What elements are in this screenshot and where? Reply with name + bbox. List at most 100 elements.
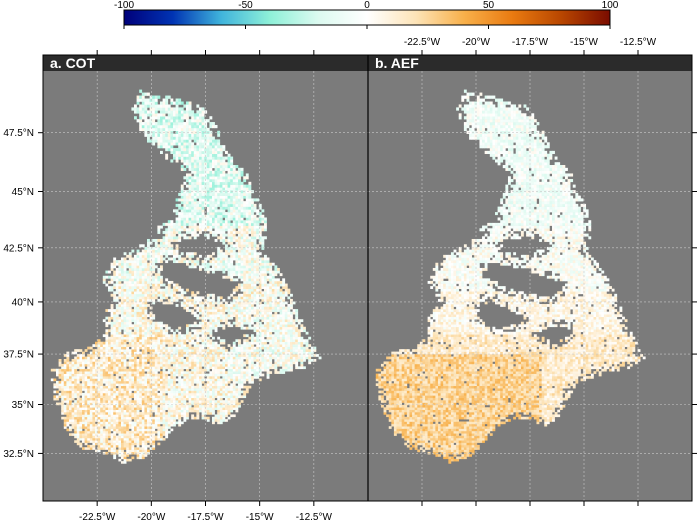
heatmap-cell bbox=[219, 404, 223, 408]
heatmap-cell bbox=[154, 336, 158, 340]
heatmap-cell bbox=[113, 351, 117, 355]
heatmap-cell bbox=[206, 304, 210, 307]
heatmap-cell bbox=[170, 397, 174, 401]
heatmap-cell bbox=[128, 304, 132, 307]
heatmap-cell bbox=[170, 288, 174, 292]
heatmap-cell bbox=[219, 209, 223, 213]
heatmap-cell bbox=[128, 442, 132, 446]
heatmap-cell bbox=[175, 397, 179, 401]
heatmap-cell bbox=[121, 321, 124, 325]
heatmap-cell bbox=[188, 376, 192, 379]
heatmap-cell bbox=[115, 349, 119, 352]
heatmap-cell bbox=[87, 444, 91, 448]
heatmap-cell bbox=[170, 301, 174, 305]
heatmap-cell bbox=[131, 402, 135, 406]
heatmap-cell bbox=[154, 296, 158, 300]
heatmap-cell bbox=[126, 388, 130, 391]
heatmap-cell bbox=[118, 278, 122, 282]
heatmap-cell bbox=[76, 428, 80, 432]
heatmap-cell bbox=[204, 392, 208, 396]
heatmap-cell bbox=[160, 254, 163, 258]
heatmap-cell bbox=[222, 339, 226, 343]
heatmap-cell bbox=[79, 390, 83, 394]
heatmap-cell bbox=[225, 179, 228, 183]
heatmap-cell bbox=[136, 331, 140, 335]
heatmap-cell bbox=[152, 409, 156, 413]
heatmap-cell bbox=[113, 426, 117, 429]
heatmap-cell bbox=[225, 198, 228, 202]
heatmap-cell bbox=[95, 433, 98, 436]
heatmap-cell bbox=[191, 201, 195, 205]
heatmap-cell bbox=[139, 329, 143, 333]
heatmap-cell bbox=[115, 426, 119, 429]
heatmap-cell bbox=[165, 127, 169, 132]
heatmap-cell bbox=[123, 366, 127, 370]
heatmap-cell bbox=[123, 376, 127, 379]
heatmap-cell bbox=[188, 130, 192, 134]
heatmap-cell bbox=[144, 122, 148, 126]
heatmap-cell bbox=[160, 344, 163, 347]
heatmap-cell bbox=[188, 142, 192, 146]
heatmap-cell bbox=[79, 416, 83, 420]
heatmap-cell bbox=[134, 414, 137, 418]
heatmap-cell bbox=[183, 133, 187, 137]
heatmap-cell bbox=[183, 257, 187, 261]
heatmap-cell bbox=[118, 397, 122, 401]
heatmap-cell bbox=[95, 358, 98, 362]
heatmap-cell bbox=[141, 442, 145, 446]
heatmap-cell bbox=[95, 449, 98, 453]
heatmap-cell bbox=[209, 400, 213, 403]
heatmap-cell bbox=[193, 153, 197, 157]
heatmap-cell bbox=[178, 402, 182, 406]
heatmap-cell bbox=[222, 238, 226, 242]
heatmap-cell bbox=[178, 407, 182, 410]
heatmap-cell bbox=[162, 116, 166, 120]
heatmap-cell bbox=[165, 361, 169, 365]
heatmap-cell bbox=[152, 267, 156, 271]
heatmap-cell bbox=[167, 136, 171, 140]
heatmap-cell bbox=[152, 376, 156, 379]
heatmap-cell bbox=[212, 212, 215, 216]
heatmap-cell bbox=[160, 385, 163, 389]
heatmap-cell bbox=[108, 358, 111, 362]
heatmap-cell bbox=[152, 265, 156, 269]
heatmap-cell bbox=[105, 344, 109, 347]
heatmap-cell bbox=[58, 368, 62, 372]
heatmap-cell bbox=[118, 326, 122, 330]
heatmap-cell bbox=[160, 122, 163, 126]
heatmap-cell bbox=[144, 388, 148, 391]
heatmap-cell bbox=[230, 217, 234, 221]
heatmap-cell bbox=[92, 407, 96, 410]
heatmap-cell bbox=[196, 142, 200, 146]
heatmap-cell bbox=[212, 206, 215, 210]
heatmap-cell bbox=[134, 262, 137, 266]
heatmap-cell bbox=[214, 181, 218, 185]
heatmap-cell bbox=[121, 437, 124, 441]
heatmap-cell bbox=[123, 373, 127, 377]
heatmap-cell bbox=[134, 407, 137, 410]
heatmap-cell bbox=[139, 104, 143, 108]
heatmap-cell bbox=[63, 358, 67, 362]
heatmap-cell bbox=[204, 145, 208, 149]
heatmap-cell bbox=[170, 336, 174, 340]
heatmap-cell bbox=[201, 192, 205, 196]
heatmap-cell bbox=[121, 291, 124, 295]
heatmap-cell bbox=[144, 339, 148, 343]
heatmap-cell bbox=[154, 400, 158, 403]
heatmap-cell bbox=[84, 383, 88, 387]
heatmap-cell bbox=[69, 368, 72, 372]
heatmap-cell bbox=[186, 301, 189, 305]
heatmap-cell bbox=[175, 368, 179, 372]
heatmap-cell bbox=[76, 437, 80, 441]
heatmap-cell bbox=[126, 380, 130, 384]
heatmap-cell bbox=[180, 116, 184, 120]
heatmap-cell bbox=[110, 275, 114, 279]
heatmap-cell bbox=[238, 339, 241, 343]
heatmap-cell bbox=[76, 426, 80, 429]
heatmap-cell bbox=[115, 388, 119, 391]
heatmap-cell bbox=[219, 179, 223, 183]
heatmap-cell bbox=[152, 402, 156, 406]
heatmap-cell bbox=[134, 416, 137, 420]
heatmap-cell bbox=[105, 426, 109, 429]
